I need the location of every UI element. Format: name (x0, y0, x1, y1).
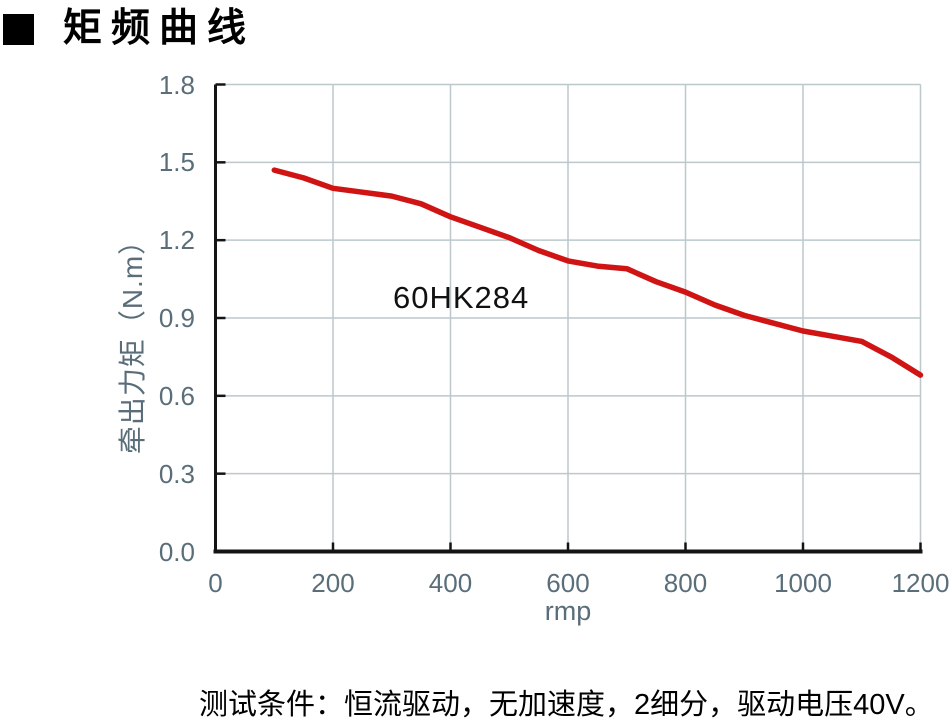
torque-frequency-chart-canvas (213, 83, 924, 554)
page-title: 矩频曲线 (63, 7, 256, 50)
x-tick-label: 400 (428, 568, 473, 598)
x-axis-title: rmp (544, 596, 592, 626)
y-axis-title: 牵出力矩（N.m） (117, 225, 148, 455)
y-tick-label: 0.9 (158, 303, 195, 333)
x-tick-label: 800 (663, 568, 708, 598)
torque-curve (271, 167, 924, 378)
series-label: 60HK284 (393, 280, 530, 315)
y-tick-label: 1.8 (158, 69, 195, 100)
y-tick-label: 0.3 (158, 458, 195, 489)
x-tick-label: 0 (208, 568, 223, 598)
y-tick-label: 1.5 (158, 147, 195, 178)
x-tick-label: 1000 (774, 568, 832, 598)
y-tick-label: 1.2 (158, 225, 195, 256)
test-conditions-text: 测试条件：恒流驱动，无加速度，2细分，驱动电压40V。 (199, 689, 934, 721)
section-header: 矩频曲线 (3, 8, 255, 50)
x-tick-label: 200 (311, 568, 355, 598)
y-tick-label: 0.0 (158, 536, 195, 567)
y-tick-label: 0.6 (158, 380, 195, 411)
x-tick-label: 1200 (891, 568, 949, 598)
section-bullet-icon (3, 14, 34, 45)
x-tick-label: 600 (546, 568, 590, 598)
